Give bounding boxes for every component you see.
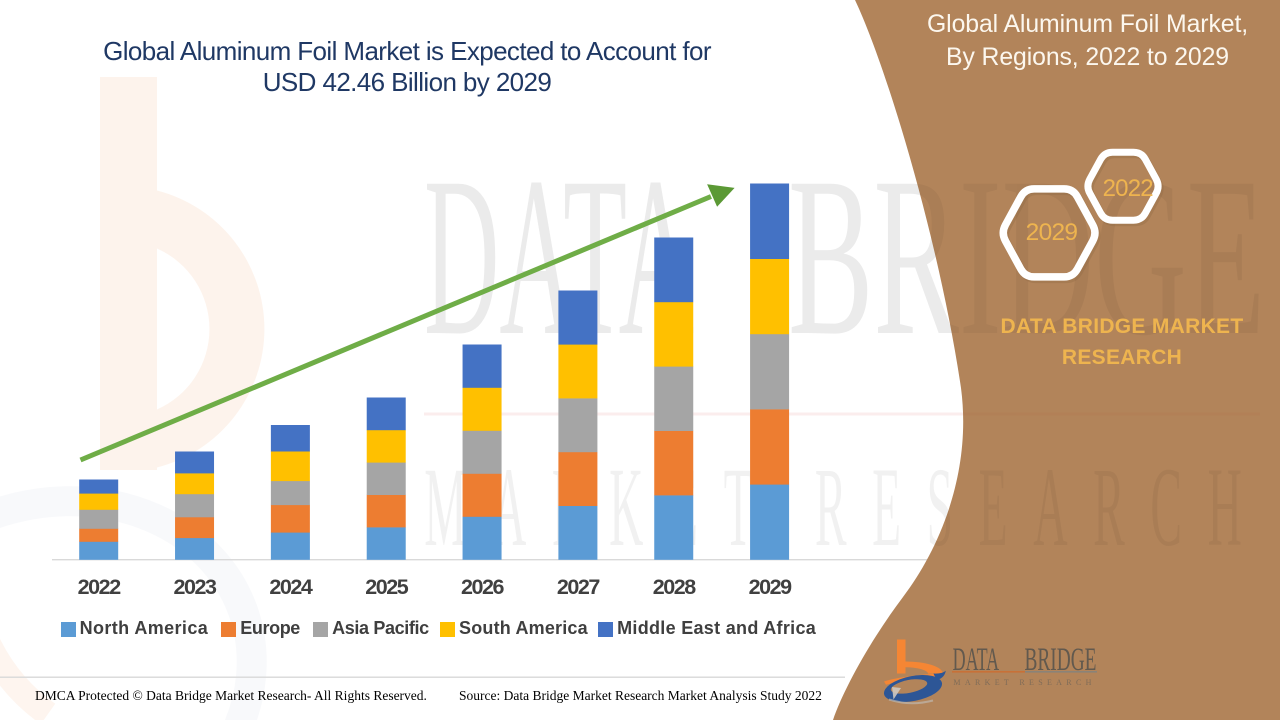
svg-text:DATA BRIDGE MARKET: DATA BRIDGE MARKET — [1001, 315, 1244, 338]
svg-text:2022: 2022 — [1103, 175, 1154, 202]
svg-text:MARKET RESEARCH: MARKET RESEARCH — [953, 678, 1091, 687]
svg-text:RESEARCH: RESEARCH — [1062, 346, 1182, 369]
svg-text:2029: 2029 — [1026, 219, 1078, 246]
